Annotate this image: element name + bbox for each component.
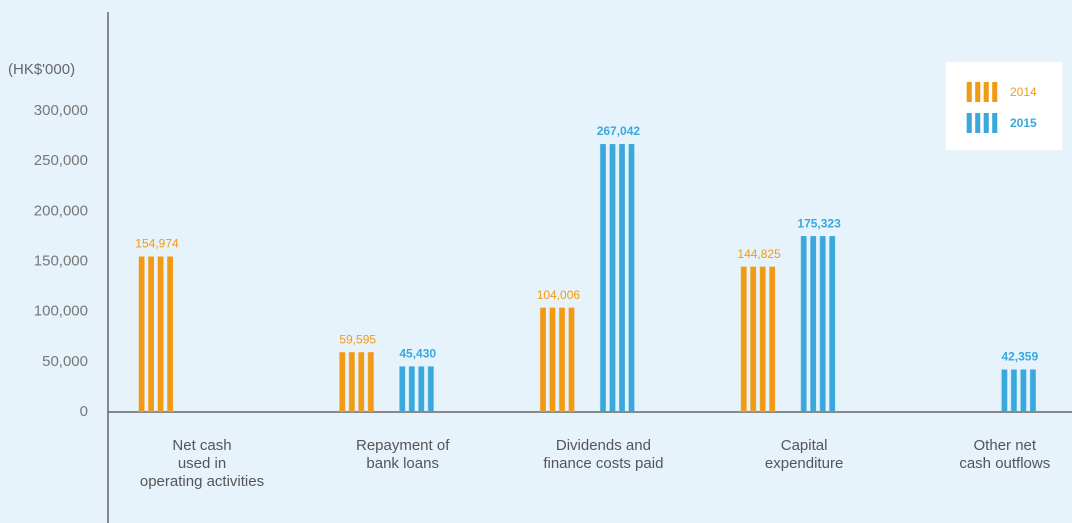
x-tick-label: Net cash used in operating activities bbox=[139, 437, 265, 490]
legend-swatch bbox=[966, 113, 1000, 133]
legend-box bbox=[946, 62, 1062, 150]
x-tick-label: Other net cash outflows bbox=[959, 437, 1051, 472]
y-tick-label: 50,000 bbox=[42, 353, 88, 370]
x-tick-label: Capital expenditure bbox=[764, 437, 844, 472]
bar bbox=[800, 236, 839, 412]
bar bbox=[740, 266, 779, 412]
bar bbox=[338, 352, 377, 412]
value-label: 59,595 bbox=[339, 332, 376, 346]
y-tick-label: 100,000 bbox=[34, 303, 88, 320]
value-label: 42,359 bbox=[1001, 350, 1038, 364]
y-axis-label: (HK$'000) bbox=[8, 61, 75, 78]
y-tick-label: 150,000 bbox=[34, 252, 88, 269]
value-label: 144,825 bbox=[737, 247, 781, 261]
bar bbox=[599, 144, 638, 412]
bar bbox=[398, 366, 437, 412]
x-tick-label: Dividends and finance costs paid bbox=[543, 437, 664, 472]
y-tick-label: 300,000 bbox=[34, 102, 88, 119]
bar bbox=[138, 256, 176, 412]
y-tick-label: 200,000 bbox=[34, 202, 88, 219]
y-tick-label: 250,000 bbox=[34, 152, 88, 169]
value-label: 45,430 bbox=[399, 347, 436, 361]
bar bbox=[1000, 369, 1039, 412]
y-tick-label: 0 bbox=[80, 403, 88, 420]
value-label: 267,042 bbox=[597, 124, 641, 138]
bar bbox=[539, 307, 578, 412]
value-label: 104,006 bbox=[537, 288, 581, 302]
x-tick-label: Repayment of bank loans bbox=[355, 437, 450, 472]
value-label: 154,974 bbox=[135, 237, 179, 251]
value-label: 175,323 bbox=[797, 216, 841, 230]
legend-swatch bbox=[966, 82, 1000, 102]
legend-label: 2014 bbox=[1010, 85, 1037, 99]
legend-label: 2015 bbox=[1010, 116, 1037, 130]
